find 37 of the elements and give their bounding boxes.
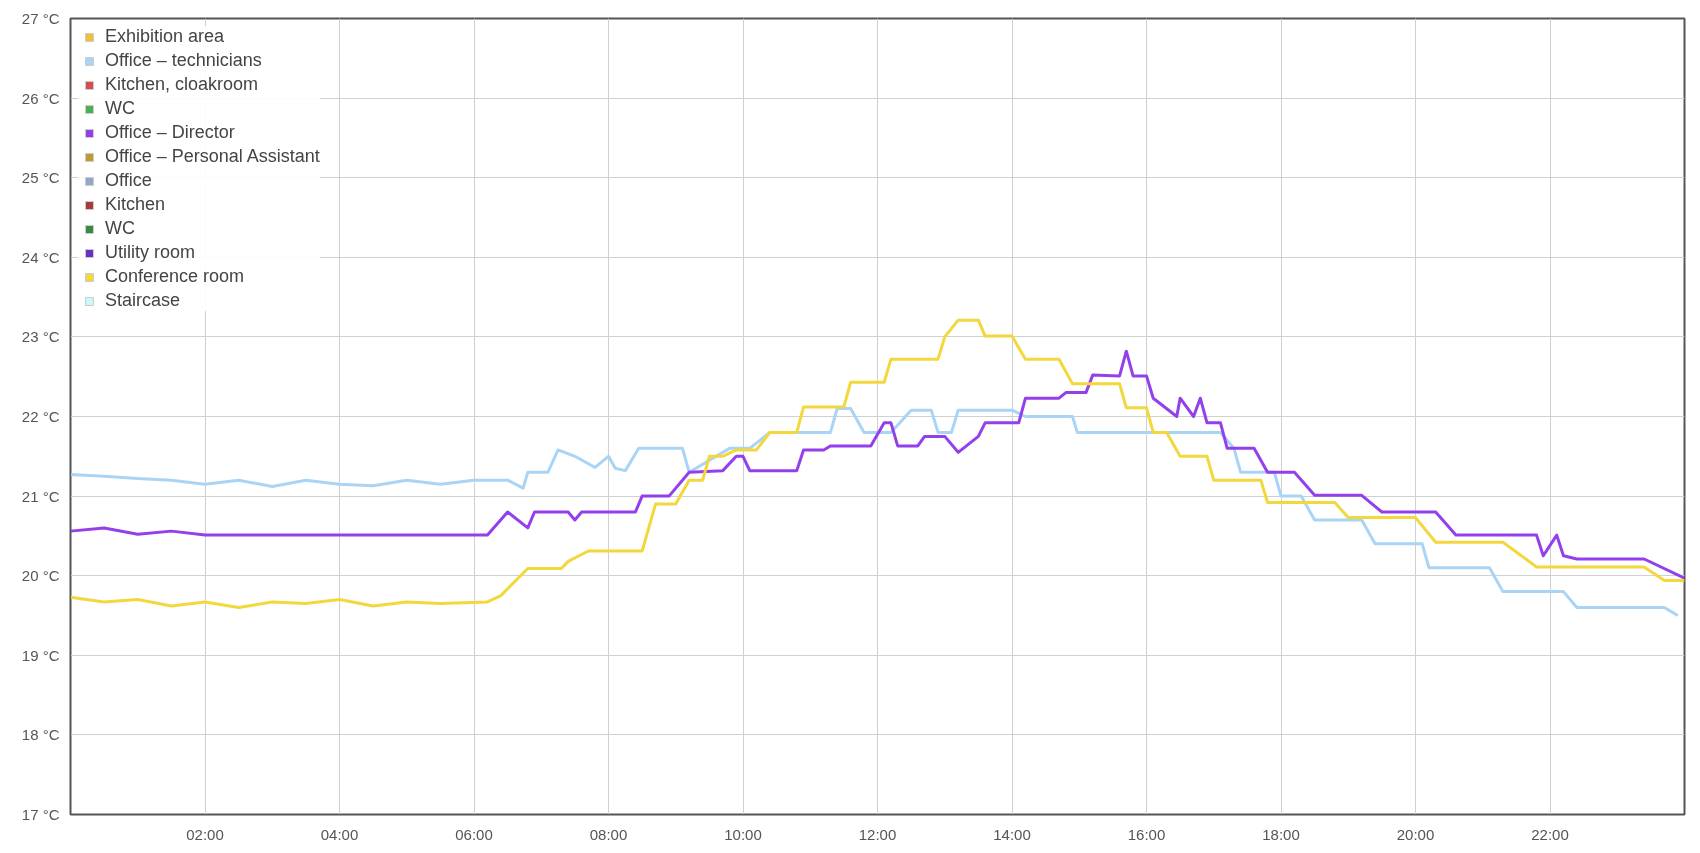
y-tick-label: 19 °C — [21, 646, 60, 664]
line-series — [70, 407, 1680, 617]
line-series — [70, 318, 1685, 610]
y-tick-label: 27 °C — [21, 10, 60, 27]
legend-label: WC — [105, 98, 135, 119]
x-tick-label: 10:00 — [724, 825, 762, 843]
x-tick-label: 04:00 — [320, 825, 359, 843]
y-tick-label: 24 °C — [21, 248, 60, 266]
legend-label: Office – Personal Assistant — [105, 146, 320, 167]
legend-label: WC — [105, 218, 135, 239]
y-tick-label: 18 °C — [21, 726, 60, 744]
y-tick-label: 20 °C — [21, 567, 60, 585]
x-tick-label: 08:00 — [589, 825, 628, 843]
x-tick-label: 02:00 — [186, 825, 224, 843]
legend-label: Conference room — [105, 266, 245, 287]
y-tick-label: 17 °C — [21, 806, 60, 823]
x-tick-label: 16:00 — [1127, 825, 1166, 843]
x-tick-label: 14:00 — [993, 825, 1031, 843]
legend-label: Office — [105, 170, 152, 191]
legend-label: Staircase — [105, 290, 181, 311]
y-tick-label: 21 °C — [21, 487, 60, 505]
y-tick-label: 22 °C — [21, 408, 60, 425]
legend-label: Office – technicians — [105, 50, 262, 71]
y-tick-label: 25 °C — [21, 169, 60, 187]
legend-label: Kitchen, cloakroom — [105, 74, 259, 95]
x-tick-label: 22:00 — [1531, 825, 1569, 843]
legend-label: Exhibition area — [105, 26, 225, 47]
x-tick-label: 06:00 — [455, 825, 493, 843]
legend-label: Kitchen — [105, 194, 166, 215]
x-tick-label: 18:00 — [1262, 825, 1300, 843]
x-tick-label: 20:00 — [1396, 825, 1435, 843]
y-tick-label: 26 °C — [21, 89, 60, 107]
line-series — [70, 349, 1685, 580]
x-tick-label: 12:00 — [858, 825, 897, 843]
legend-label: Office – Director — [105, 122, 235, 143]
legend-label: Utility room — [105, 242, 196, 263]
y-tick-label: 23 °C — [21, 328, 60, 346]
